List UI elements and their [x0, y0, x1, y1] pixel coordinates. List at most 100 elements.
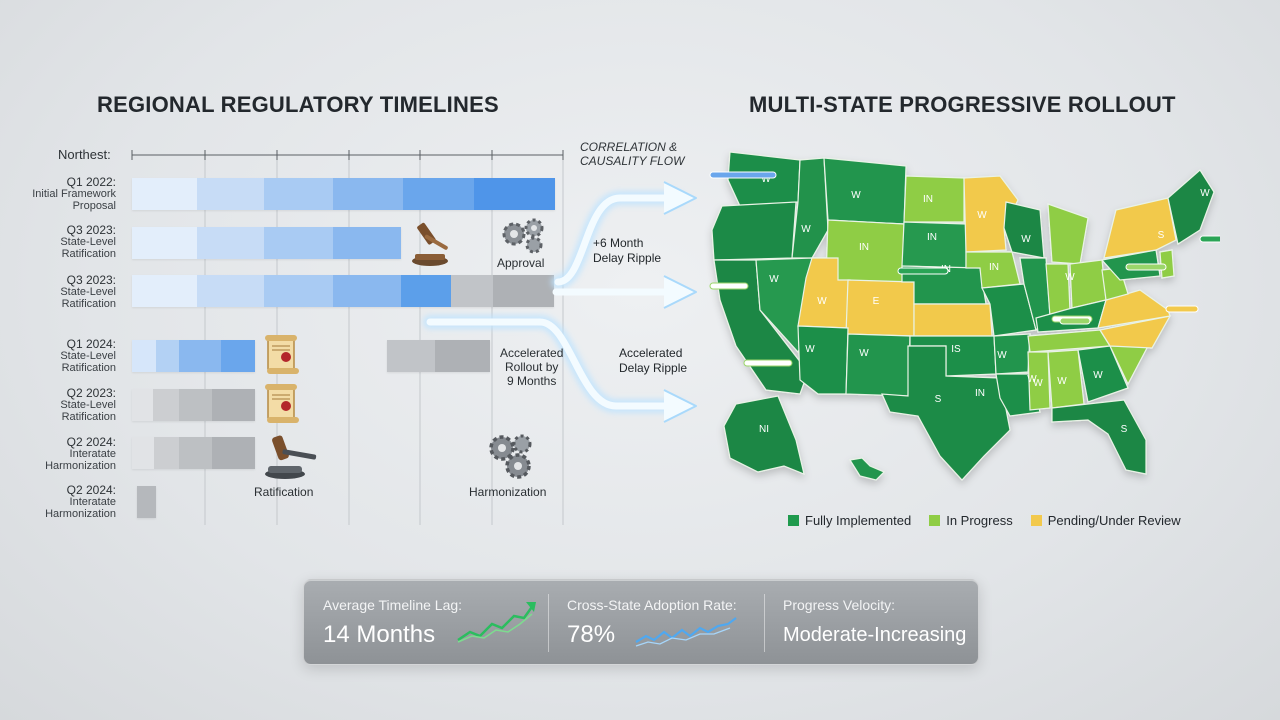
approval-note: Approval — [497, 256, 545, 270]
legend-item-pending: Pending/Under Review — [1030, 513, 1181, 528]
stat-progress-velocity: Progress Velocity: Moderate-Increasing — [764, 580, 978, 664]
map-label: W — [977, 210, 987, 221]
left-title: REGIONAL REGULATORY TIMELINES — [97, 92, 499, 117]
legend-swatch — [788, 515, 799, 526]
state-sd — [901, 221, 967, 269]
state-fl — [1051, 399, 1147, 475]
map-label: W — [1021, 234, 1031, 245]
scroll-icon — [265, 384, 299, 423]
map-label: W — [1093, 370, 1103, 381]
row-1-desc: Initial Framework Proposal — [32, 188, 116, 212]
timeline-bar-1 — [132, 178, 555, 210]
row-4-date: Q1 2024: — [66, 337, 116, 351]
row-6-date: Q2 2024: — [66, 435, 116, 449]
map-label: W — [1065, 272, 1075, 283]
axis-label: Northest: — [58, 147, 111, 162]
map-label: S — [935, 394, 942, 405]
status-chip — [1199, 235, 1220, 243]
flow-arrows — [423, 181, 697, 423]
gears-icon — [502, 218, 544, 254]
state-or — [711, 201, 797, 261]
accelerated-rollout-note: Accelerated Rollout by 9 Months — [500, 346, 564, 388]
ratification-note: Ratification — [254, 485, 314, 499]
map-label: W — [1027, 374, 1037, 385]
map-label: IN — [927, 232, 937, 243]
status-chip — [709, 171, 777, 179]
legend-swatch — [1030, 515, 1042, 526]
stat-divider — [764, 594, 765, 652]
legend-label: Fully Implemented — [805, 513, 912, 528]
stat-value: 78% — [567, 621, 616, 648]
state-tx — [881, 345, 1011, 481]
map-label: W — [769, 274, 779, 285]
delay-ripple-label: +6 Month Delay Ripple — [593, 236, 662, 265]
row-label-2: Q3 2023: State-Level Ratification — [0, 224, 116, 260]
state-hi — [849, 457, 886, 481]
status-chip — [709, 282, 749, 290]
map-label: IN — [923, 194, 933, 205]
gavel-icon — [412, 222, 448, 266]
harmonization-note: Harmonization — [469, 485, 547, 499]
stat-adoption-rate: Cross-State Adoption Rate: 78% — [548, 580, 764, 664]
state-ne-states — [1167, 169, 1215, 245]
row-3-date: Q3 2023: — [66, 273, 116, 287]
timeline-bar-4b — [387, 340, 490, 372]
gears-icon — [489, 434, 532, 479]
map-label: S — [1158, 230, 1165, 241]
map-label: W — [801, 224, 811, 235]
state-ks — [913, 303, 993, 337]
row-label-3: Q3 2023: State-Level Ratification — [0, 274, 116, 310]
row-4-desc: State-Level Ratification — [60, 350, 116, 374]
legend-label: In Progress — [946, 513, 1013, 528]
row-6-desc: Interatate Harmonization — [45, 448, 116, 472]
status-chip — [1165, 305, 1199, 313]
row-label-4: Q1 2024: State-Level Ratification — [0, 338, 116, 374]
timeline-bar-2 — [132, 227, 401, 259]
stat-key: Average Timeline Lag: — [323, 597, 463, 613]
row-1-date: Q1 2022: — [66, 175, 116, 189]
state-co — [845, 279, 915, 337]
state-nc — [1099, 315, 1172, 349]
blue-sparkline-icon — [635, 617, 737, 647]
row-7-date: Q2 2024: — [66, 483, 116, 497]
legend-item-in-progress: In Progress — [929, 513, 1013, 528]
row-7-desc: Interatate Harmonization — [45, 496, 116, 520]
row-label-5: Q2 2023: State-Level Ratification — [0, 387, 116, 423]
timeline-bar-5 — [132, 389, 255, 421]
map-label: W — [1200, 188, 1210, 199]
stats-panel: Average Timeline Lag: 14 Months Cross-St… — [303, 579, 979, 665]
map-legend: Fully Implemented In Progress Pending/Un… — [788, 513, 1181, 528]
row-3-desc: State-Level Ratification — [60, 286, 116, 310]
legend-item-fully-implemented: Fully Implemented — [788, 513, 911, 528]
state-ak — [723, 395, 805, 475]
timeline-bar-4 — [132, 340, 255, 372]
state-mt — [823, 157, 907, 225]
state-ny — [1103, 197, 1177, 259]
map-label: W — [1033, 378, 1043, 389]
map-label: IN — [989, 262, 999, 273]
state-va — [1097, 289, 1171, 329]
state-wi — [1003, 201, 1045, 259]
us-map: W IN W IN W IN IN W IN W W S W E W W W I… — [709, 151, 1220, 481]
scroll-icon — [265, 335, 299, 374]
status-chip — [1125, 263, 1167, 271]
legend-swatch — [929, 515, 941, 526]
map-label: NI — [759, 424, 769, 435]
state-ga — [1077, 345, 1129, 403]
row-5-desc: State-Level Ratification — [60, 399, 116, 423]
stat-value: Moderate-Increasing — [783, 624, 967, 646]
green-sparkline-icon — [457, 602, 536, 643]
stat-timeline-lag: Average Timeline Lag: 14 Months — [304, 580, 548, 664]
map-label: W — [851, 190, 861, 201]
state-mo — [981, 283, 1037, 337]
state-ar — [993, 333, 1031, 375]
map-label: W — [1057, 376, 1067, 387]
map-label: W — [859, 348, 869, 359]
row-2-desc: State-Level Ratification — [60, 236, 116, 260]
stat-key: Progress Velocity: — [783, 597, 896, 613]
stat-value: 14 Months — [323, 621, 436, 648]
state-mi — [1047, 203, 1089, 265]
accelerated-ripple-label: Accelerated Delay Ripple — [619, 346, 688, 375]
right-title: MULTI-STATE PROGRESSIVE ROLLOUT — [749, 92, 1176, 117]
map-label: W — [805, 344, 815, 355]
